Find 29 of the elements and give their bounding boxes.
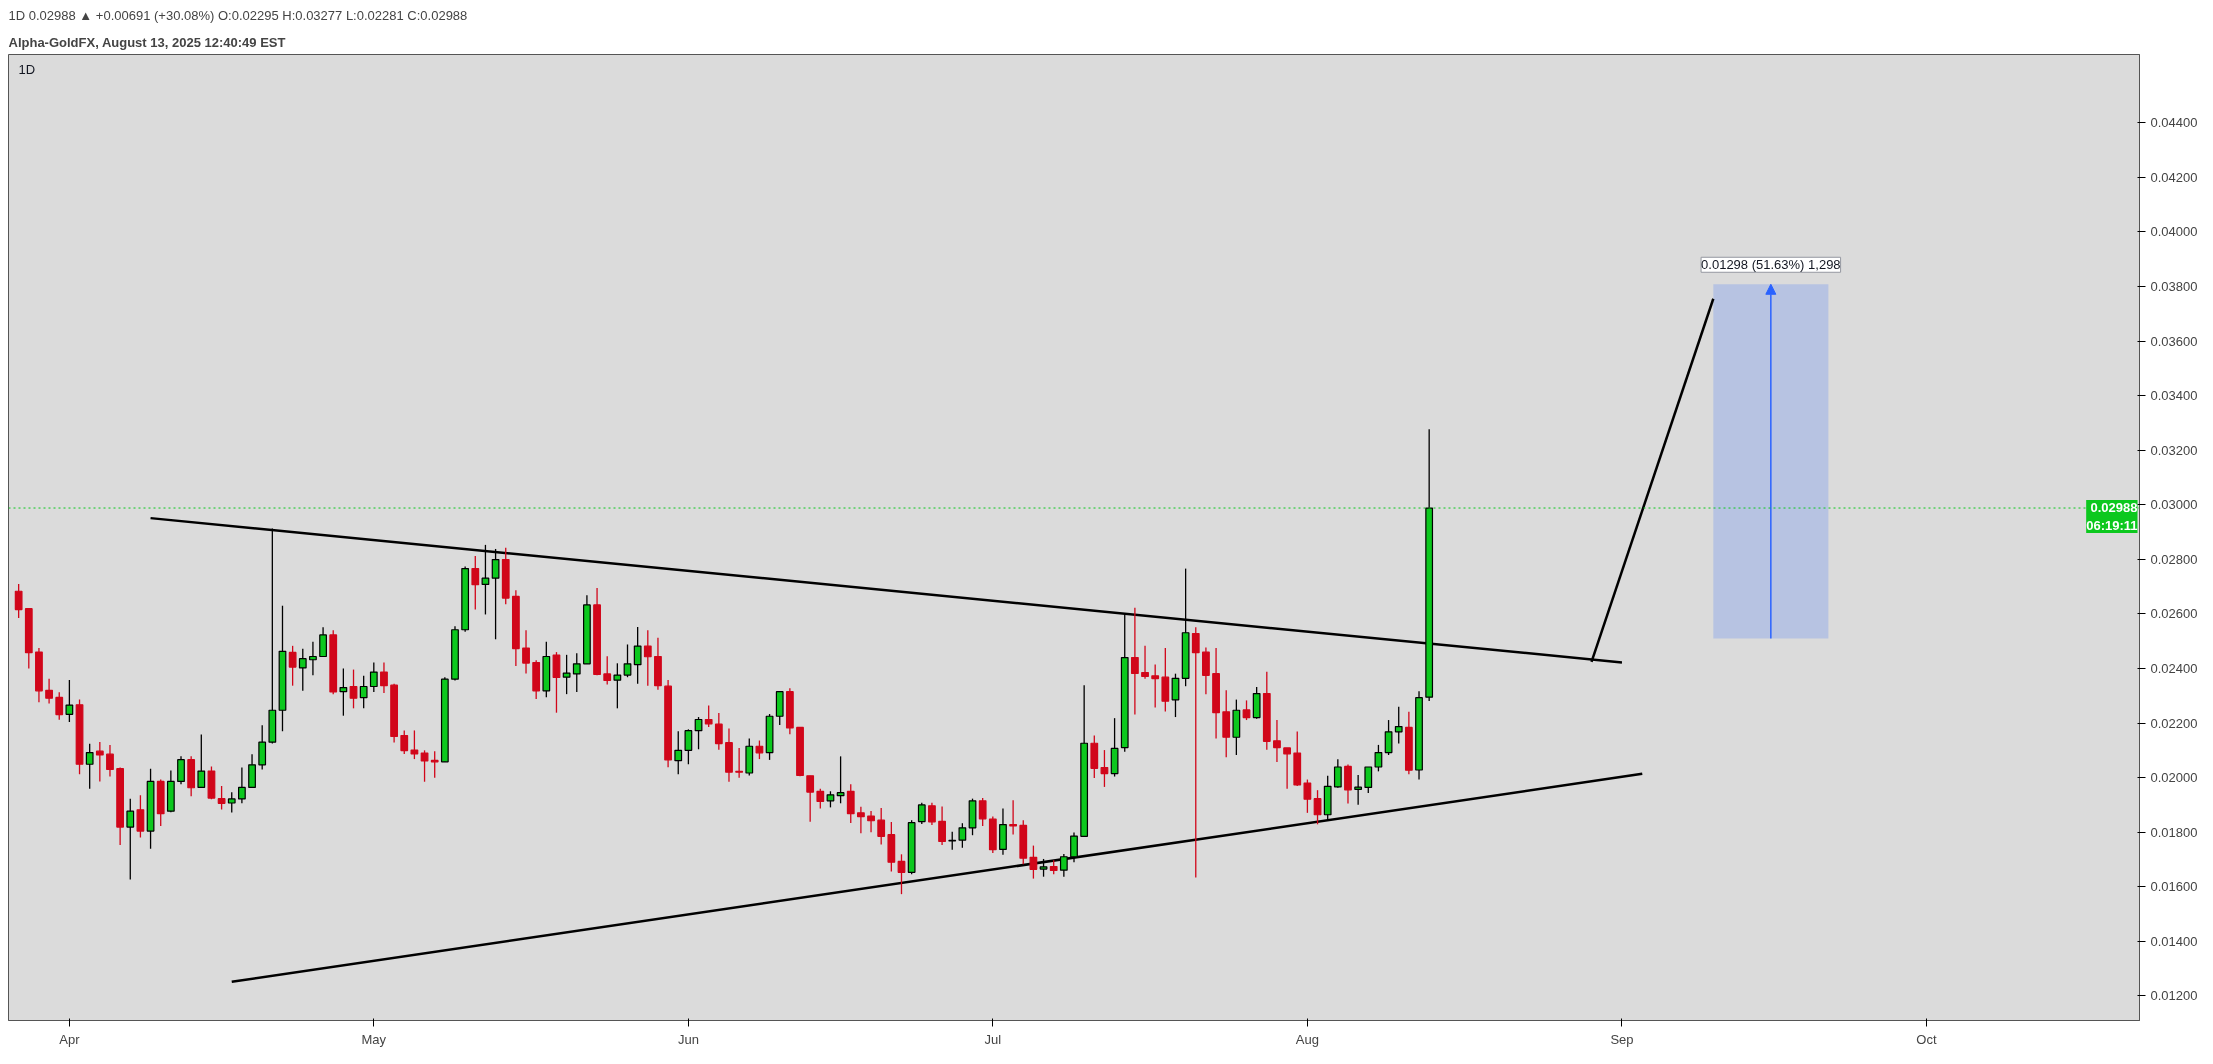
x-tick-label: Apr [59,1031,81,1047]
y-tick-label: 0.02400 [2150,660,2198,676]
y-tick-label: 0.03800 [2150,278,2198,294]
annotation: 1D [18,61,36,77]
y-tick-label: 0.04200 [2150,169,2198,185]
y-tick-label: 0.01600 [2150,879,2198,895]
y-tick-label: 0.04400 [2150,115,2198,131]
x-tick-label: Jun [677,1031,699,1047]
y-tick-label: 0.01400 [2150,933,2198,949]
y-tick-label: 0.02000 [2150,770,2198,786]
y-tick-label: 0.01800 [2150,824,2198,840]
chart-subtitle: 1D 0.02988 ▲ +0.00691 (+30.08%) O:0.02295 H:0.03277 L:0.02281 C:0.02988 [8,7,468,23]
y-tick-label: 0.04000 [2150,224,2198,240]
y-tick-label: 0.03600 [2150,333,2198,349]
y-tick-label: 0.03200 [2150,442,2198,458]
chart-title: Alpha-GoldFX, August 13, 2025 12:40:49 EST [8,34,286,50]
x-tick-label: Sep [1610,1031,1634,1047]
ref-line-label: 0.02988 06:19:11 [2086,500,2138,534]
y-tick-label: 0.02200 [2150,715,2198,731]
x-tick-label: Jul [984,1031,1002,1047]
y-tick-label: 0.03400 [2150,388,2198,404]
y-tick-label: 0.02800 [2150,551,2198,567]
band-label: 0.01298 (51.63%) 1,298 [1701,257,1841,273]
x-tick-label: May [361,1031,387,1047]
y-tick-label: 0.01200 [2150,988,2198,1004]
y-tick-label: 0.03000 [2150,497,2198,513]
x-tick-label: Aug [1295,1031,1319,1047]
y-tick-label: 0.02600 [2150,606,2198,622]
x-tick-label: Oct [1916,1031,1937,1047]
